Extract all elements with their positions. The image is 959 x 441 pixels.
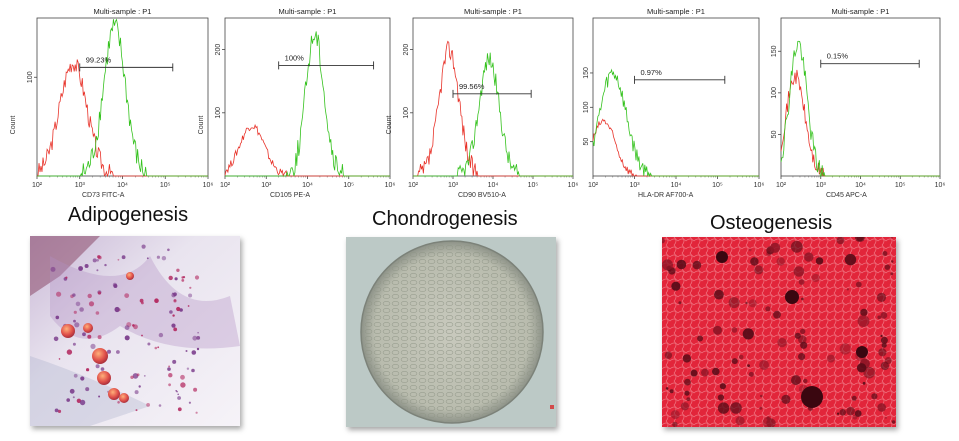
y-tick-label: 50 — [771, 130, 778, 138]
plot-frame — [224, 17, 391, 177]
control-histogram — [780, 69, 940, 177]
flow-cytometry-histograms: Multi-sample : P1 10² 10³ 10⁴ 10⁵ 10⁶ 100 Count… — [10, 7, 945, 199]
x-axis-label: CD90 BV510-A — [458, 192, 506, 199]
plot-frame — [592, 17, 760, 177]
x-tick-label: 10⁵ — [160, 182, 171, 189]
plot-frame — [36, 17, 209, 177]
osteogenesis-image — [662, 237, 896, 427]
gate-percentage: 0.15% — [827, 52, 849, 61]
y-tick-label: 100 — [215, 107, 222, 119]
control-histogram — [36, 59, 208, 178]
control-histogram — [413, 40, 573, 177]
stained-histogram — [780, 40, 940, 177]
histogram-panel: Multi-sample : P1 10² 10³ 10⁴ 10⁵ 10⁶ 100 200 Co… — [198, 7, 395, 199]
y-tick-label: 200 — [403, 44, 410, 56]
x-axis-label: CD45 APC-A — [826, 192, 867, 199]
plot-frame — [412, 17, 574, 177]
x-tick-label: 10⁴ — [302, 182, 313, 189]
plot-frame — [780, 17, 941, 177]
chondrogenesis-image — [346, 237, 556, 427]
gate-percentage: 0.97% — [641, 68, 663, 77]
y-tick-label: 100 — [583, 101, 590, 113]
x-tick-label: 10⁶ — [203, 182, 214, 189]
control-histogram — [224, 123, 390, 178]
adipogenesis-image — [30, 236, 240, 426]
gate-percentage: 99.56% — [459, 82, 485, 91]
histogram-title: Multi-sample : P1 — [647, 7, 705, 16]
y-tick-label: 100 — [403, 107, 410, 119]
y-tick-label: 50 — [583, 138, 590, 146]
x-tick-label: 10⁶ — [754, 182, 765, 189]
adipogenesis-title: Adipogenesis — [68, 204, 189, 226]
histogram-title: Multi-sample : P1 — [279, 7, 337, 16]
x-tick-label: 10³ — [816, 182, 827, 189]
stained-histogram — [225, 31, 390, 177]
y-axis-label: Count — [198, 116, 205, 135]
histogram-panel: Multi-sample : P1 10² 10³ 10⁴ 10⁵ 10⁶ 50 100 150… — [771, 7, 945, 199]
y-tick-label: 150 — [583, 67, 590, 79]
x-axis-label: CD73 FITC-A — [82, 192, 125, 199]
histogram-title: Multi-sample : P1 — [464, 7, 522, 16]
x-tick-label: 10² — [220, 182, 231, 189]
x-tick-label: 10⁵ — [712, 182, 723, 189]
stained-histogram — [37, 18, 208, 177]
x-tick-label: 10⁵ — [528, 182, 539, 189]
x-tick-label: 10⁶ — [935, 182, 946, 189]
y-tick-label: 150 — [771, 45, 778, 57]
x-tick-label: 10² — [776, 182, 787, 189]
x-tick-label: 10² — [408, 182, 419, 189]
x-tick-label: 10⁴ — [117, 182, 128, 189]
x-tick-label: 10³ — [629, 182, 640, 189]
y-tick-label: 200 — [215, 44, 222, 56]
x-tick-label: 10² — [588, 182, 599, 189]
control-histogram — [592, 118, 759, 178]
histogram-panel: Multi-sample : P1 10² 10³ 10⁴ 10⁵ 10⁶ 100 200 Co… — [386, 7, 578, 199]
gate-percentage: 99.23% — [86, 55, 112, 64]
x-tick-label: 10³ — [261, 182, 272, 189]
x-tick-label: 10³ — [75, 182, 86, 189]
x-tick-label: 10⁶ — [385, 182, 396, 189]
x-tick-label: 10⁴ — [855, 182, 866, 189]
y-tick-label: 100 — [771, 87, 778, 99]
x-tick-label: 10² — [32, 182, 43, 189]
histogram-panel: Multi-sample : P1 10² 10³ 10⁴ 10⁵ 10⁶ 50 100 150… — [583, 7, 764, 199]
x-tick-label: 10⁴ — [671, 182, 682, 189]
histogram-title: Multi-sample : P1 — [832, 7, 890, 16]
stained-histogram — [413, 52, 573, 177]
gate-percentage: 100% — [285, 53, 305, 62]
y-tick-label: 100 — [27, 71, 34, 83]
x-axis-label: CD105 PE-A — [270, 192, 310, 199]
histogram-panel: Multi-sample : P1 10² 10³ 10⁴ 10⁵ 10⁶ 100 Count… — [10, 7, 213, 199]
stained-histogram — [592, 68, 759, 178]
x-tick-label: 10⁵ — [343, 182, 354, 189]
y-axis-label: Count — [386, 116, 393, 135]
x-tick-label: 10³ — [448, 182, 459, 189]
x-tick-label: 10⁵ — [895, 182, 906, 189]
x-axis-label: HLA-DR AF700-A — [638, 192, 694, 199]
histogram-title: Multi-sample : P1 — [94, 7, 152, 16]
x-tick-label: 10⁶ — [568, 182, 579, 189]
chondrogenesis-title: Chondrogenesis — [372, 208, 518, 230]
x-tick-label: 10⁴ — [488, 182, 499, 189]
osteogenesis-title: Osteogenesis — [710, 212, 833, 234]
y-axis-label: Count — [10, 116, 17, 135]
